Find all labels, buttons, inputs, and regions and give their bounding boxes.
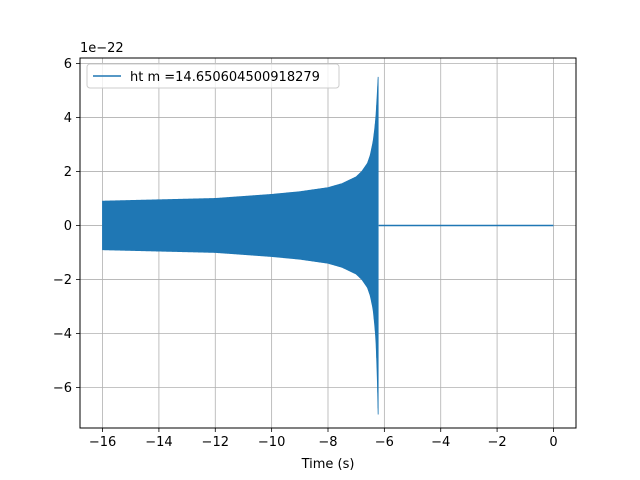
x-tick-label: −14 — [145, 435, 172, 450]
y-axis-ticks: −6 −4 −2 0 2 4 6 — [53, 57, 80, 396]
y-tick-label: 4 — [64, 111, 72, 126]
y-tick-label: 0 — [64, 219, 72, 234]
legend-entry-label: ht m =14.650604500918279 — [130, 70, 320, 85]
x-axis-ticks: −16 −14 −12 −10 −8 −6 −4 −2 0 — [89, 428, 558, 450]
series-oscillation-strokes — [102, 79, 379, 409]
y-tick-label: −2 — [53, 273, 72, 288]
y-axis-offset-text: 1e−22 — [80, 41, 124, 56]
x-tick-label: −4 — [431, 435, 450, 450]
x-tick-label: −10 — [258, 435, 285, 450]
grid-lines — [80, 58, 576, 428]
y-tick-label: −4 — [53, 327, 72, 342]
y-tick-label: 6 — [64, 57, 72, 72]
x-tick-label: 0 — [549, 435, 557, 450]
x-tick-label: −8 — [318, 435, 337, 450]
x-tick-label: −2 — [488, 435, 507, 450]
series-layer — [102, 76, 554, 415]
x-tick-label: −16 — [89, 435, 116, 450]
legend: ht m =14.650604500918279 — [86, 63, 340, 89]
x-tick-label: −6 — [375, 435, 394, 450]
x-axis-label: Time (s) — [301, 457, 355, 472]
x-tick-label: −12 — [202, 435, 229, 450]
y-tick-label: 2 — [64, 165, 72, 180]
legend-box — [86, 63, 340, 89]
y-tick-label: −6 — [53, 381, 72, 396]
